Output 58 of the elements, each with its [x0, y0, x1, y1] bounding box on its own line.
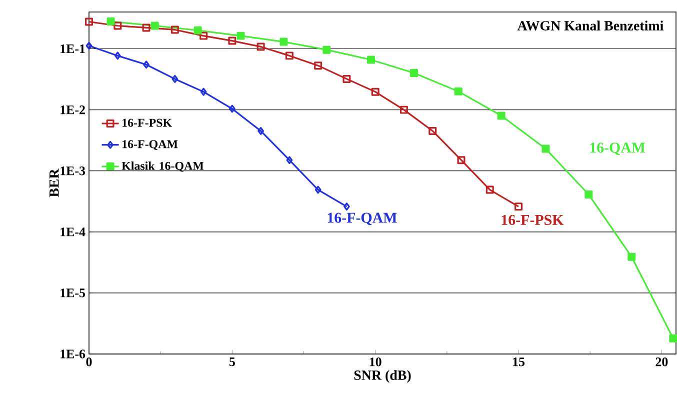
point [200, 88, 207, 96]
annotation: 16-F-QAM [328, 212, 397, 226]
point [669, 334, 677, 342]
point [486, 186, 494, 194]
point [400, 106, 408, 114]
point [542, 144, 550, 153]
legend-label: 16-F-PSK [122, 118, 172, 127]
point [314, 62, 322, 70]
point [150, 22, 159, 30]
point [371, 88, 380, 96]
point [584, 190, 593, 198]
point [410, 69, 418, 78]
point [322, 46, 331, 54]
point [428, 126, 437, 135]
x-tick-label: 0 [86, 358, 92, 366]
y-axis-title: BER [50, 168, 59, 198]
point [628, 252, 636, 261]
point [286, 156, 293, 164]
point [314, 186, 322, 194]
point [200, 32, 208, 40]
x-tick-label: 10 [370, 358, 382, 366]
point [514, 202, 523, 211]
point [85, 18, 93, 26]
legend-label: 16-F-QAM [122, 140, 178, 150]
point [454, 87, 462, 96]
point [236, 32, 245, 40]
annotation: 16-F-PSK [502, 214, 564, 225]
point [285, 52, 294, 60]
point [143, 60, 150, 69]
point [497, 112, 506, 120]
x-tick-label: 15 [513, 358, 525, 366]
point [367, 56, 376, 64]
point [114, 52, 121, 60]
y-tick-label: 1E-6 [60, 350, 86, 358]
y-tick-label: 1E-5 [60, 288, 86, 298]
x-tick-label: 20 [656, 358, 668, 366]
point [194, 26, 202, 34]
point [457, 156, 466, 164]
y-tick-label: 1E-2 [60, 106, 85, 114]
annotation: 16-QAM [590, 142, 646, 155]
point [114, 22, 122, 30]
x-tick-label: 5 [229, 358, 235, 366]
point [342, 74, 351, 83]
point [256, 42, 265, 51]
y-tick-label: 1E-1 [60, 44, 85, 54]
point [280, 38, 288, 46]
point [142, 24, 150, 32]
point [258, 126, 264, 135]
legend-label: Klasik 16-QAM [122, 162, 204, 172]
point [228, 104, 236, 113]
point [170, 26, 179, 34]
point [228, 36, 236, 45]
point [106, 17, 115, 26]
y-tick-label: 1E-4 [60, 228, 86, 236]
x-axis-title: SNR (dB) [354, 370, 411, 383]
chart-title: AWGN Kanal Benzetimi [517, 20, 664, 31]
point [172, 74, 178, 83]
y-tick-label: 1E-3 [60, 166, 86, 176]
